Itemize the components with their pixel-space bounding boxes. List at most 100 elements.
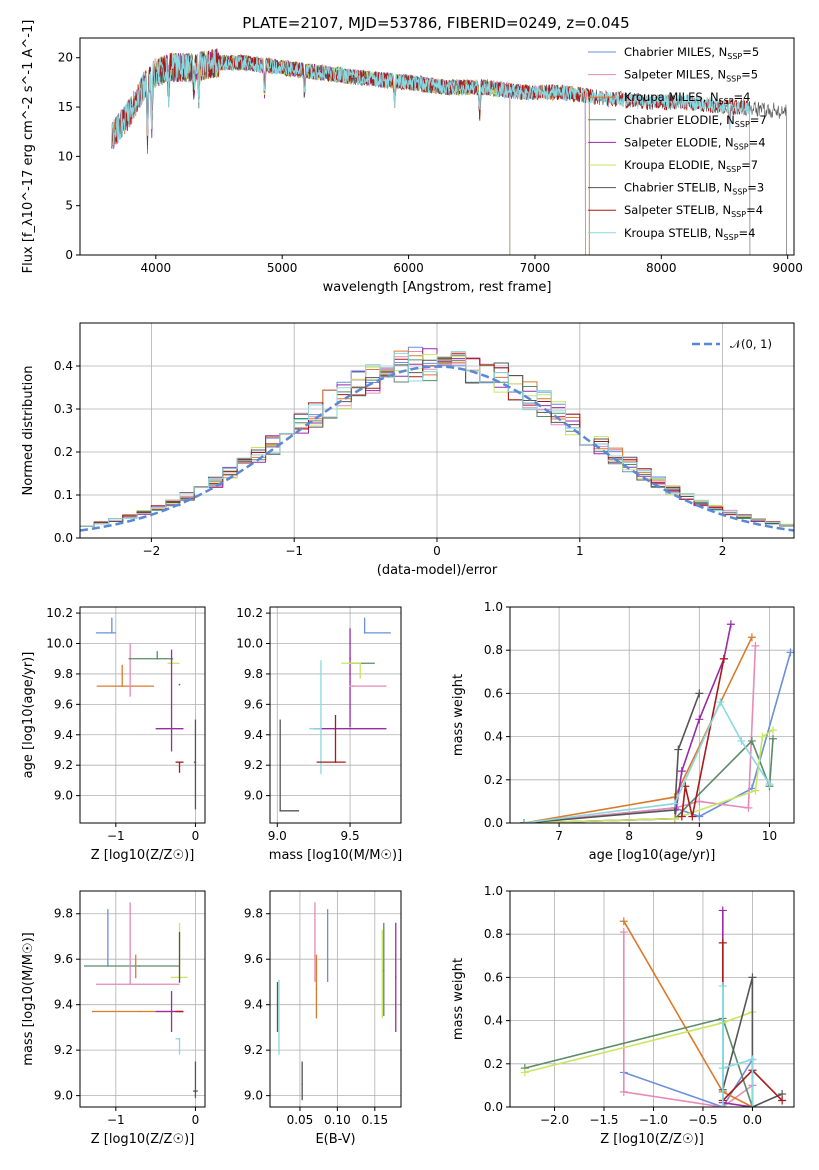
y-tick-label: 0.4: [484, 730, 503, 744]
legend-rest: =4: [749, 135, 766, 149]
axes-frame: [509, 606, 795, 824]
y-tick-label: 0.2: [54, 445, 73, 459]
legend-subscript: SSP: [732, 188, 747, 197]
panel-weight_vs_age: 7 8 9 10 0.0 0.2 0.4 0.6 0.8 1.0 age [log10(age/yr…: [451, 600, 795, 863]
y-tick-label: 0.0: [484, 1100, 503, 1114]
legend-label: Chabrier STELIB, NSSP=3: [624, 181, 764, 197]
x-axis-label: Z [log10(Z/Z☉)]: [600, 1132, 704, 1147]
plus-marker: [520, 1068, 529, 1077]
plus-marker: [719, 654, 728, 663]
legend-subscript: SSP: [724, 233, 739, 242]
x-tick-label: 10: [762, 829, 777, 843]
x-axis-label: Z [log10(Z/Z☉)]: [91, 1132, 195, 1147]
data-point: [315, 987, 318, 990]
y-tick-label: 9.4: [54, 728, 73, 742]
plus-marker: [748, 1103, 757, 1107]
y-tick-label: 9.8: [54, 667, 73, 681]
weight-line: [523, 729, 774, 823]
y-tick-label: 0.4: [54, 359, 73, 373]
weight-line: [722, 977, 783, 1107]
legend-rest: =4: [746, 203, 763, 217]
weight-line: [523, 652, 792, 823]
y-tick-label: 15: [58, 100, 73, 114]
plus-marker: [674, 745, 683, 754]
data-point: [276, 1003, 279, 1006]
data-point: [170, 1010, 173, 1013]
y-tick-label: 1.0: [484, 600, 503, 614]
x-axis-label: mass [log10(M/M☉)]: [269, 848, 402, 863]
weight-line: [681, 658, 725, 817]
plot-area: [279, 617, 391, 812]
x-tick-label: −1.5: [589, 1113, 618, 1127]
x-tick-label: 0: [433, 544, 441, 558]
x-tick-label: 6000: [393, 261, 424, 275]
data-point: [178, 1010, 181, 1013]
axes-frame: [269, 890, 402, 1108]
y-tick-label: 9.4: [244, 728, 263, 742]
x-tick-label: −1.0: [639, 1113, 668, 1127]
plot-area: [520, 906, 787, 1107]
plot-area: [83, 902, 198, 1098]
plot-area: [276, 902, 397, 1101]
legend-label: 𝒩(0, 1): [730, 337, 772, 351]
x-tick-label: −1: [285, 544, 303, 558]
axes-frame: [79, 606, 206, 824]
plus-marker: [778, 1096, 787, 1105]
data-point: [359, 662, 362, 665]
histogram-step: [80, 351, 794, 527]
plus-marker: [718, 1103, 727, 1107]
plus-marker: [786, 648, 794, 657]
data-point: [170, 976, 173, 979]
y-tick-label: 10.0: [236, 637, 263, 651]
y-tick-label: 10.2: [46, 606, 73, 620]
plus-marker: [751, 786, 760, 795]
plus-marker: [619, 917, 628, 926]
weight-line: [721, 910, 753, 1107]
plus-marker: [768, 734, 777, 743]
y-axis-label: mass weight: [451, 674, 466, 756]
data-point: [178, 1037, 181, 1040]
y-tick-label: 10.0: [46, 637, 73, 651]
legend-subscript: SSP: [726, 75, 741, 84]
y-tick-label: 0.2: [484, 773, 503, 787]
y-tick-label: 9.2: [244, 758, 263, 772]
data-point: [301, 1083, 303, 1086]
data-point: [178, 761, 181, 763]
x-tick-label: 8000: [646, 261, 677, 275]
y-axis-label: Normed distribution: [21, 366, 36, 496]
legend-rest: =7: [750, 113, 767, 127]
plus-marker: [765, 780, 774, 789]
plus-marker: [758, 732, 767, 741]
plus-marker: [520, 819, 529, 823]
plus-marker: [718, 982, 727, 991]
y-tick-label: 1.0: [484, 884, 503, 898]
data-point: [138, 965, 141, 967]
plus-marker: [718, 938, 727, 947]
axes-frame: [509, 890, 795, 1108]
y-tick-label: 0.8: [484, 927, 503, 941]
plus-marker: [695, 689, 704, 698]
y-tick-label: 9.6: [244, 952, 263, 966]
y-tick-label: 10.2: [236, 606, 263, 620]
x-tick-label: 7: [555, 829, 563, 843]
data-point: [381, 969, 384, 972]
y-tick-label: 0: [65, 248, 73, 262]
x-tick-label: −1: [107, 1113, 125, 1127]
legend-rest: =4: [734, 90, 751, 104]
x-tick-label: −0.5: [688, 1113, 717, 1127]
plus-marker: [695, 812, 704, 821]
plus-marker: [619, 1087, 628, 1096]
plot-area: [520, 620, 794, 823]
plot-area: [111, 48, 787, 255]
y-tick-label: 9.0: [244, 1089, 263, 1103]
x-tick-label: 0.05: [287, 1113, 314, 1127]
data-point: [326, 958, 329, 961]
panel-mass_vs_Z: −1 0 9.0 9.2 9.4 9.6 9.8 Z [log10(Z/Z☉)] mass [l…: [21, 890, 206, 1147]
y-tick-label: 9.0: [54, 1089, 73, 1103]
panel-age_vs_mass: 9.0 9.5 9.0 9.2 9.4 9.6 9.8 10.0 10.2 mass [log10…: [236, 606, 402, 863]
weight-line: [622, 932, 753, 1107]
gaussian-reference-curve: [80, 365, 794, 532]
data-point: [278, 1015, 280, 1017]
axes-frame: [269, 606, 402, 824]
plus-marker: [670, 799, 679, 808]
